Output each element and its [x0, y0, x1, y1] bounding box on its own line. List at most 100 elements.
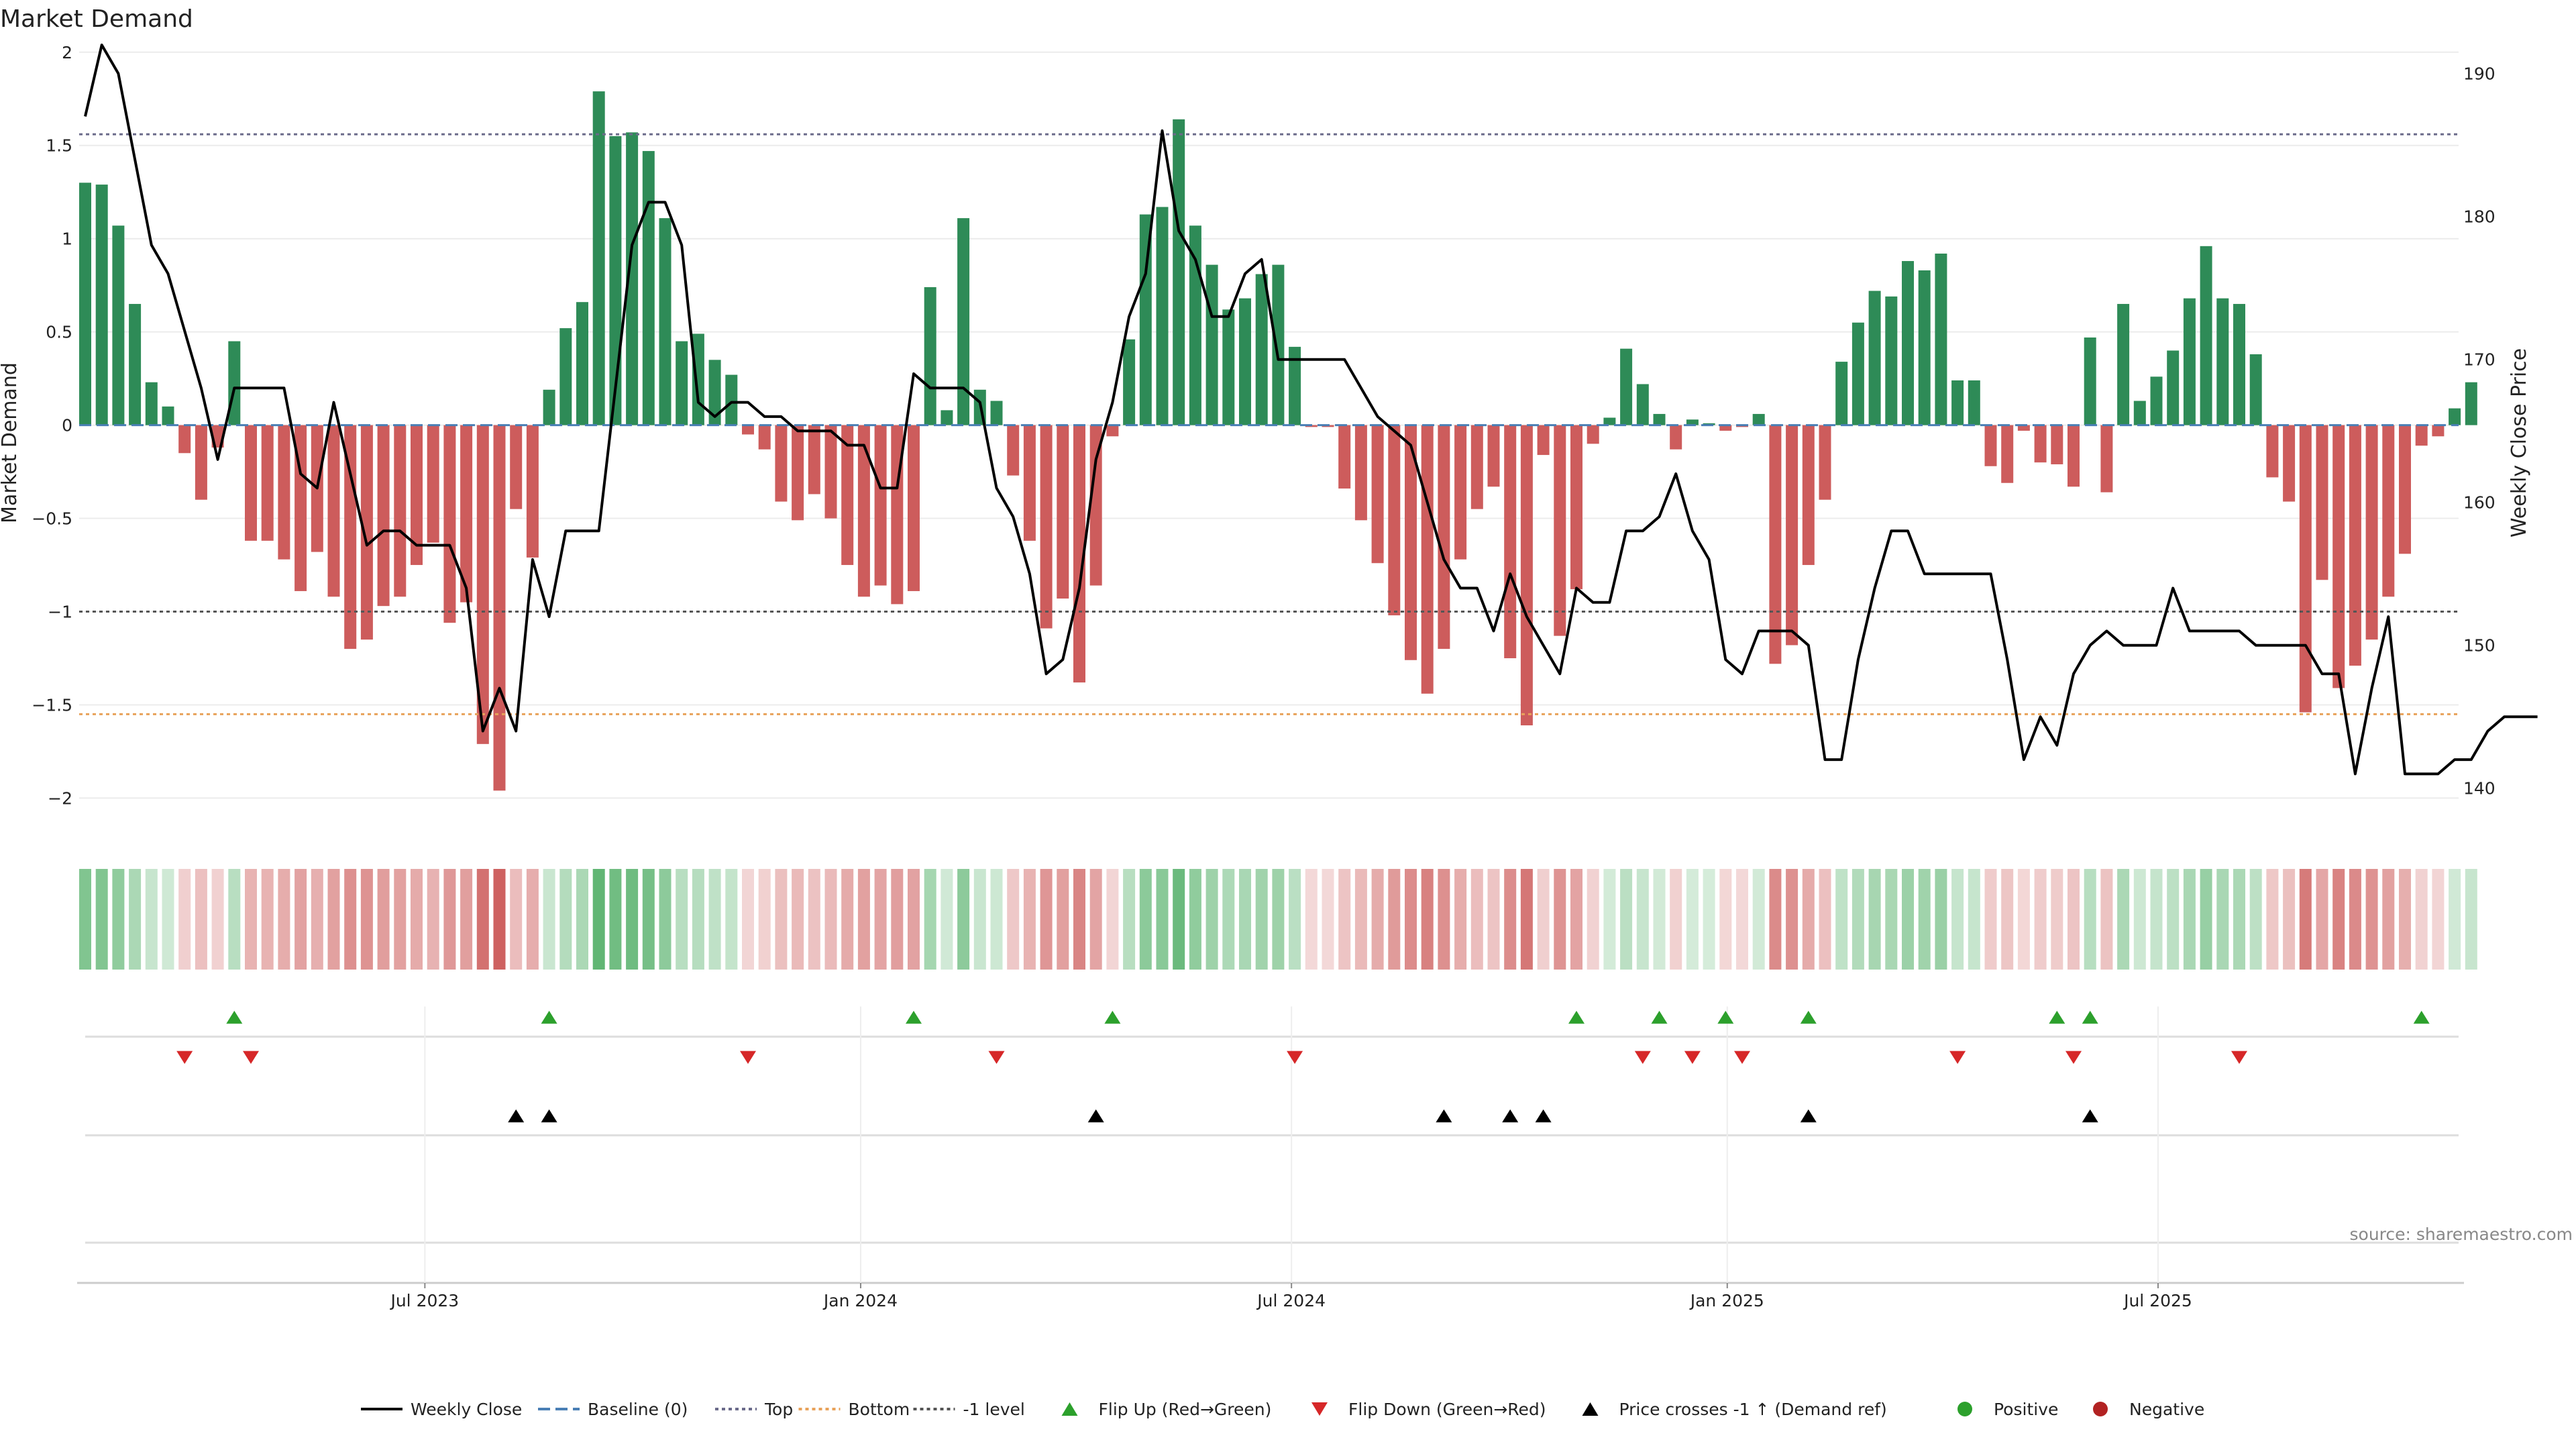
demand-bar	[1670, 425, 1682, 450]
event-markers: Jul 2023 Jan 2024 Jul 2024 Jan 2025 Jul 2025	[77, 1006, 2464, 1310]
demand-bar	[1802, 425, 1815, 566]
heat-cell	[1222, 869, 1235, 970]
demand-bar	[178, 425, 191, 454]
heat-cell	[1968, 869, 1980, 970]
x-tick-label: Jul 2024	[1256, 1291, 1326, 1310]
heat-cell	[112, 869, 125, 970]
demand-bar	[1686, 419, 1699, 425]
heat-cell	[1885, 869, 1898, 970]
demand-bar	[1405, 425, 1417, 660]
heat-cell	[1603, 869, 1616, 970]
demand-bar	[1057, 425, 1069, 599]
heat-cell	[1951, 869, 1964, 970]
heat-cell	[1537, 869, 1550, 970]
heat-cell	[1123, 869, 1136, 970]
demand-bar	[1073, 425, 1085, 683]
flip-up-marker	[1800, 1010, 1817, 1024]
heat-cell	[162, 869, 174, 970]
heat-cell	[1487, 869, 1500, 970]
flip-up-marker	[1568, 1010, 1585, 1024]
heat-cell	[311, 869, 323, 970]
heat-cell	[2068, 869, 2080, 970]
y-tick-label: 1	[62, 229, 72, 249]
demand-bar	[1421, 425, 1434, 694]
demand-bar	[2216, 298, 2229, 425]
heat-cell	[1769, 869, 1782, 970]
heat-cell	[2382, 869, 2395, 970]
heat-cell	[145, 869, 158, 970]
heat-cell	[1554, 869, 1566, 970]
heat-cell	[1305, 869, 1318, 970]
heat-cell	[2415, 869, 2428, 970]
heat-cell	[1786, 869, 1799, 970]
heat-cell	[642, 869, 655, 970]
heat-cell	[609, 869, 622, 970]
demand-bar	[1239, 298, 1251, 425]
heat-cell	[742, 869, 754, 970]
heat-cell	[2465, 869, 2477, 970]
demand-bar	[2001, 425, 2014, 483]
heat-cell	[1139, 869, 1152, 970]
heat-cell	[377, 869, 390, 970]
price-cross-marker	[1800, 1109, 1817, 1123]
demand-bar	[1388, 425, 1401, 616]
demand-bar	[2349, 425, 2361, 666]
heat-cell	[559, 869, 572, 970]
demand-bar	[1156, 207, 1169, 425]
x-tick-label: Jan 2024	[822, 1291, 898, 1310]
heat-cell	[2001, 869, 2014, 970]
demand-bar	[245, 425, 257, 541]
axis-ticks: 2 1.5 1 0.5 0 −0.5 −1 −1.5 −2 190 180 170 160 150 140	[32, 43, 2495, 809]
demand-bar	[1851, 322, 1864, 425]
flip-down-marker	[1684, 1051, 1701, 1064]
demand-bar	[2465, 382, 2477, 425]
y-axis-label: Market Demand	[0, 362, 21, 523]
demand-bar	[857, 425, 870, 597]
demand-heat-strip	[79, 869, 2477, 970]
heat-cell	[1421, 869, 1434, 970]
demand-bar	[95, 185, 108, 425]
flip-up-marker	[2413, 1010, 2430, 1024]
heat-cell	[841, 869, 854, 970]
demand-bar	[874, 425, 887, 586]
demand-bar	[576, 302, 588, 425]
heat-cell	[891, 869, 904, 970]
demand-bar	[543, 389, 555, 425]
demand-bar	[1835, 362, 1848, 425]
demand-bar	[626, 132, 639, 425]
heat-cell	[211, 869, 224, 970]
demand-bar	[2432, 425, 2445, 437]
demand-bar	[1786, 425, 1799, 645]
demand-bar	[676, 341, 688, 425]
heat-cell	[2332, 869, 2345, 970]
demand-bar	[294, 425, 307, 591]
heat-cell	[2034, 869, 2047, 970]
x-tick-label: Jul 2025	[2123, 1291, 2192, 1310]
legend-label: Flip Down (Green→Red)	[1348, 1400, 1546, 1419]
heat-cell	[2449, 869, 2461, 970]
heat-cell	[941, 869, 953, 970]
demand-bar	[2017, 425, 2030, 431]
heat-cell	[1902, 869, 1914, 970]
flip-down-marker	[1734, 1051, 1750, 1064]
heat-cell	[2266, 869, 2279, 970]
heat-cell	[576, 869, 588, 970]
heat-cell	[2133, 869, 2146, 970]
legend-label: Flip Up (Red→Green)	[1099, 1400, 1272, 1419]
heat-cell	[1338, 869, 1351, 970]
heat-cell	[1587, 869, 1599, 970]
demand-bar	[129, 303, 142, 425]
price-cross-marker	[508, 1109, 525, 1123]
heat-cell	[294, 869, 307, 970]
heat-cell	[824, 869, 837, 970]
demand-bar	[1885, 296, 1898, 425]
heat-cell	[2365, 869, 2378, 970]
demand-bar	[327, 425, 340, 597]
price-cross-marker	[2082, 1109, 2098, 1123]
heat-cell	[1388, 869, 1401, 970]
demand-bar	[2084, 337, 2096, 425]
legend-dot-swatch	[2093, 1402, 2108, 1416]
heat-cell	[1851, 869, 1864, 970]
heat-cell	[1057, 869, 1069, 970]
